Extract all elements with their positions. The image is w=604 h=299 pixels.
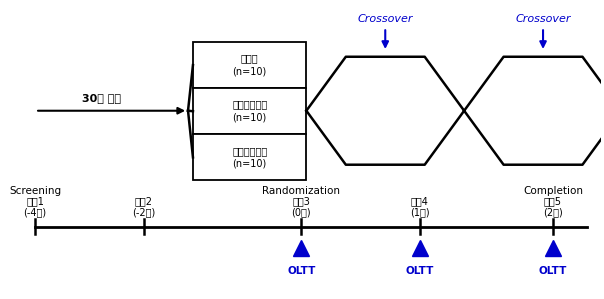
Text: 대조군
(n=10): 대조군 (n=10) (233, 54, 267, 77)
Text: (-4주): (-4주) (24, 207, 47, 217)
Bar (193, 88, 306, 134)
Text: 저용량시험군
(n=10): 저용량시험군 (n=10) (232, 100, 268, 123)
Bar (193, 42, 306, 88)
Text: 방문4: 방문4 (411, 196, 429, 206)
Text: (2주): (2주) (543, 207, 563, 217)
Text: 방문2: 방문2 (135, 196, 153, 206)
Text: 30명 등록: 30명 등록 (82, 93, 121, 103)
Text: Crossover: Crossover (358, 14, 413, 25)
Text: 방문3: 방문3 (292, 196, 310, 206)
Text: Completion: Completion (523, 186, 583, 196)
Text: OLTT: OLTT (288, 266, 316, 276)
Text: OLTT: OLTT (405, 266, 434, 276)
Text: (0주): (0주) (292, 207, 311, 217)
Text: 방문5: 방문5 (544, 196, 562, 206)
Text: 방문1: 방문1 (26, 196, 44, 206)
Text: (-2주): (-2주) (132, 207, 155, 217)
Text: (1주): (1주) (410, 207, 429, 217)
Bar (193, 134, 306, 180)
Text: Crossover: Crossover (515, 14, 571, 25)
Text: Randomization: Randomization (262, 186, 341, 196)
Text: 고용량시험군
(n=10): 고용량시험군 (n=10) (232, 146, 268, 169)
Text: Screening: Screening (9, 186, 61, 196)
Text: OLTT: OLTT (539, 266, 567, 276)
